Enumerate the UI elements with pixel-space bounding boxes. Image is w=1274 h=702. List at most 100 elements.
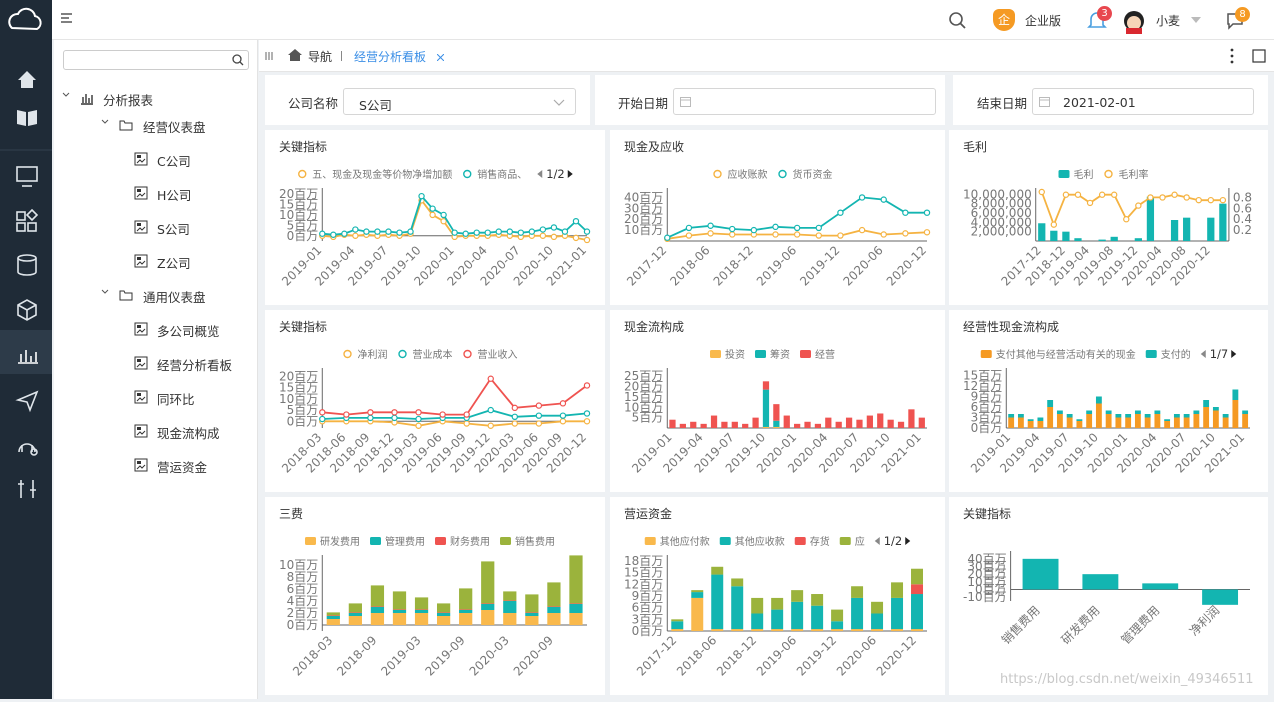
tab-active[interactable]: 经营分析看板	[354, 50, 427, 64]
legend: 五、现金及现金等价物净增加额 销售商品、 1/2	[298, 167, 573, 181]
bar-segment	[1086, 414, 1093, 428]
bar-segment	[503, 601, 517, 613]
bar-segment	[911, 629, 924, 631]
user-name[interactable]: 小麦	[1156, 14, 1181, 28]
y-tick-label: 40百万	[967, 552, 1006, 566]
bar-segment	[1144, 414, 1151, 418]
tree-group[interactable]: 通用仪表盘	[143, 290, 206, 305]
y-tick-label: 15百万	[279, 381, 318, 395]
bar-segment	[525, 616, 539, 625]
edition[interactable]: 企业版	[1025, 14, 1062, 28]
tree-item[interactable]: 现金流构成	[157, 426, 220, 441]
avatar[interactable]	[1122, 8, 1146, 34]
report-icon[interactable]	[18, 350, 38, 364]
end-date[interactable]: 2021-02-01	[1032, 88, 1254, 115]
company-select[interactable]: S公司	[343, 88, 576, 115]
menu-toggle[interactable]	[60, 12, 74, 26]
legend-pager: 1/2	[546, 167, 565, 181]
home-icon[interactable]	[18, 71, 36, 88]
fullscreen-icon[interactable]	[1252, 49, 1266, 63]
box-icon[interactable]	[17, 299, 37, 321]
y-tick-label: 9百万	[632, 589, 664, 603]
bar	[1098, 239, 1106, 241]
point	[539, 232, 547, 239]
legend-next[interactable]	[905, 537, 911, 545]
y-tick-label: 5百万	[287, 218, 319, 232]
bar-segment	[569, 604, 583, 613]
glyph	[81, 94, 93, 105]
legend-label: 毛利率	[1119, 168, 1149, 181]
database-icon[interactable]	[17, 254, 37, 262]
bar-segment	[348, 603, 362, 613]
bar-segment	[459, 588, 473, 610]
point	[343, 411, 350, 418]
tree-search[interactable]	[63, 50, 249, 70]
bar-segment	[547, 607, 561, 613]
tree-item[interactable]: 多公司概览	[157, 324, 220, 339]
bar-segment	[804, 421, 811, 428]
start-date[interactable]	[673, 88, 936, 115]
legend-next[interactable]	[567, 170, 573, 178]
y-tick-label: 20百万	[624, 212, 663, 226]
x-tick-label: 2020-12	[874, 633, 919, 678]
tab-close[interactable]	[437, 54, 444, 61]
bar-segment	[326, 616, 340, 619]
tab-nav[interactable]: 导航	[308, 50, 333, 64]
legend-prev[interactable]	[1200, 350, 1206, 358]
bar-segment	[731, 629, 744, 631]
tree-group[interactable]: 经营仪表盘	[143, 120, 206, 135]
tree-item[interactable]: H公司	[157, 188, 192, 203]
point	[396, 229, 403, 236]
bar-segment	[370, 585, 385, 607]
point	[707, 230, 714, 237]
tree-item[interactable]: Z公司	[157, 256, 191, 271]
monitor-icon[interactable]	[16, 166, 38, 182]
y-tick-label: 10百万	[624, 400, 663, 414]
tab-menu[interactable]	[265, 51, 275, 61]
bar-segment	[845, 417, 853, 428]
tools-icon[interactable]	[18, 480, 36, 498]
point	[902, 230, 909, 237]
legend-marker	[398, 349, 407, 359]
bar-segment	[1115, 414, 1122, 418]
x-tick-label: 2017-12	[624, 243, 669, 288]
legend-prev[interactable]	[537, 170, 543, 178]
panel-title: 现金及应收	[624, 139, 684, 154]
book-icon[interactable]	[17, 110, 37, 126]
glyph	[134, 390, 148, 404]
tree-item[interactable]: 营运资金	[157, 460, 208, 475]
user-icon[interactable]	[18, 443, 36, 453]
tree-item[interactable]: 同环比	[157, 392, 195, 407]
tree-item[interactable]: C公司	[157, 154, 191, 169]
panel: 关键指标 -10百万 0百万 10百万 20百万 30百万 40百万 销售费用 研发费用 管理费用…	[949, 497, 1268, 695]
send-icon[interactable]	[15, 390, 39, 413]
apps-icon[interactable]	[16, 211, 26, 221]
tree-root[interactable]: 分析报表	[103, 93, 154, 108]
point	[902, 209, 909, 216]
tree-item[interactable]: S公司	[157, 222, 190, 237]
legend-label: 其他应付款	[660, 535, 710, 548]
point	[484, 229, 491, 236]
calendar-icon	[680, 97, 691, 107]
point	[415, 409, 422, 416]
y-tick-label: 10,000,000	[963, 187, 1032, 201]
more-icon[interactable]	[1229, 48, 1235, 64]
point	[923, 209, 931, 216]
series-line	[1040, 191, 1223, 228]
bar-segment	[871, 629, 884, 631]
legend-next[interactable]	[1231, 350, 1237, 358]
user-caret[interactable]	[1191, 17, 1201, 23]
x-tick-label: 2020-06	[840, 243, 885, 288]
home-icon[interactable]	[287, 48, 303, 62]
legend-prev[interactable]	[874, 537, 880, 545]
point	[506, 228, 513, 235]
point	[837, 232, 844, 239]
tree-item[interactable]: 经营分析看板	[157, 358, 233, 373]
x-tick-label: 2019-06	[754, 633, 799, 678]
point	[729, 225, 736, 233]
search-icon[interactable]	[949, 12, 967, 30]
legend-label: 应	[855, 535, 865, 548]
